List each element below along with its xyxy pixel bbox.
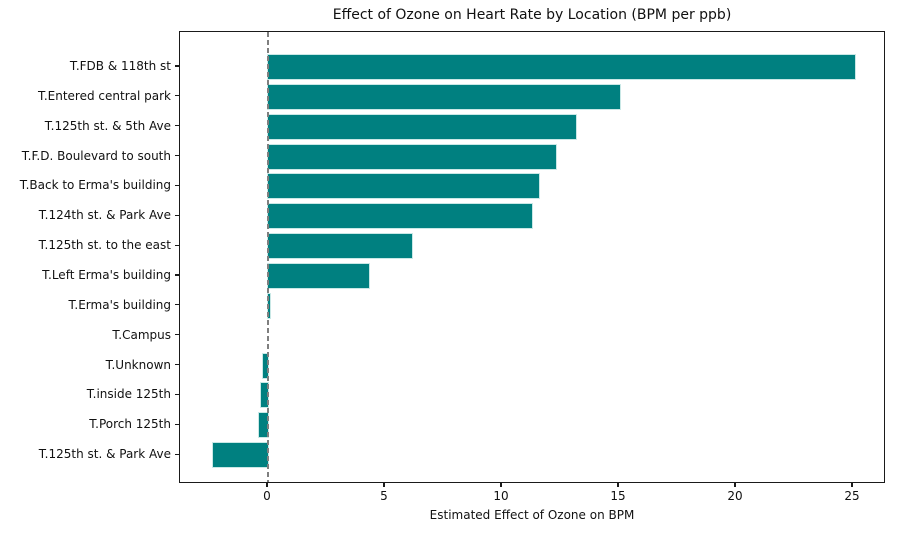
x-tick bbox=[500, 483, 502, 487]
y-tick bbox=[175, 155, 179, 157]
y-tick bbox=[175, 125, 179, 127]
y-tick-label: T.125th st. & 5th Ave bbox=[44, 118, 171, 133]
x-tick-label: 10 bbox=[493, 489, 509, 503]
y-tick-label: T.inside 125th bbox=[86, 387, 171, 402]
bar bbox=[259, 413, 268, 438]
y-tick-label: T.Entered central park bbox=[37, 88, 171, 103]
x-tick bbox=[734, 483, 736, 487]
bar bbox=[267, 84, 621, 109]
bar bbox=[267, 204, 533, 229]
y-tick-label: T.Erma's building bbox=[68, 297, 172, 312]
y-tick-label: T.FDB & 118th st bbox=[69, 58, 171, 73]
x-axis-label: Estimated Effect of Ozone on BPM bbox=[429, 508, 635, 522]
bar bbox=[267, 114, 576, 139]
y-tick-label: T.F.D. Boulevard to south bbox=[21, 148, 171, 163]
y-tick-label: T.Back to Erma's building bbox=[19, 178, 171, 193]
bar bbox=[267, 263, 369, 288]
y-tick-label: T.125th st. to the east bbox=[38, 238, 171, 253]
x-tick bbox=[266, 483, 268, 487]
x-tick-label: 20 bbox=[727, 489, 743, 503]
bar bbox=[267, 54, 856, 79]
y-tick-label: T.Porch 125th bbox=[89, 417, 171, 432]
y-tick-label: T.Unknown bbox=[105, 357, 171, 372]
y-tick-label: T.Campus bbox=[112, 327, 171, 342]
bar bbox=[267, 234, 412, 259]
y-tick bbox=[175, 214, 179, 216]
y-tick bbox=[175, 95, 179, 97]
bar bbox=[212, 443, 268, 468]
x-tick-label: 25 bbox=[844, 489, 860, 503]
y-tick bbox=[175, 364, 179, 366]
y-tick bbox=[175, 453, 179, 455]
y-tick bbox=[175, 393, 179, 396]
x-tick-label: 5 bbox=[380, 489, 388, 503]
y-tick bbox=[175, 304, 179, 306]
y-tick bbox=[175, 274, 179, 276]
x-tick bbox=[383, 483, 385, 487]
chart-title: Effect of Ozone on Heart Rate by Locatio… bbox=[332, 7, 732, 23]
bar bbox=[267, 144, 556, 169]
bar bbox=[260, 383, 268, 408]
x-tick bbox=[851, 483, 853, 487]
y-tick bbox=[175, 334, 179, 336]
y-tick bbox=[175, 184, 179, 187]
bar bbox=[267, 174, 540, 199]
bar bbox=[263, 353, 268, 378]
y-tick bbox=[175, 244, 179, 246]
y-tick bbox=[175, 423, 179, 425]
y-tick-label: T.125th st. & Park Ave bbox=[38, 447, 171, 462]
y-tick bbox=[175, 65, 179, 67]
plot-area bbox=[179, 31, 885, 483]
y-tick-label: T.124th st. & Park Ave bbox=[38, 208, 171, 223]
y-tick-label: T.Left Erma's building bbox=[42, 267, 171, 282]
zero-line bbox=[266, 32, 269, 482]
x-tick-label: 15 bbox=[610, 489, 626, 503]
x-tick-label: 0 bbox=[263, 489, 271, 503]
x-tick bbox=[617, 483, 619, 487]
